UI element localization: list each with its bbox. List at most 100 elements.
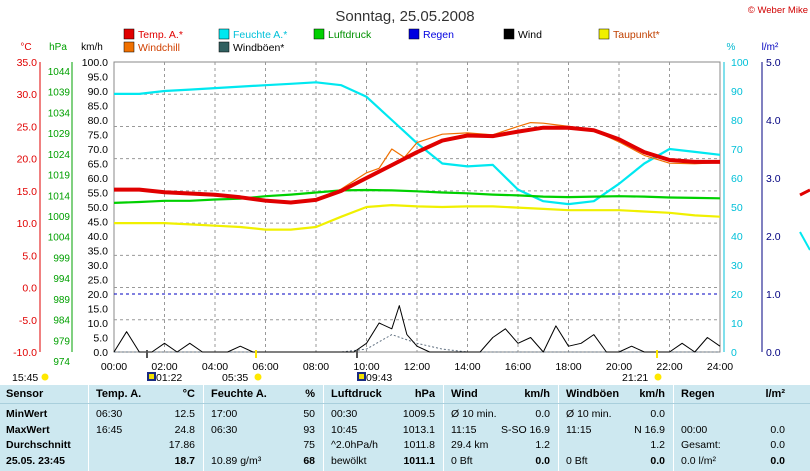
humidity-tick-label: 100: [731, 57, 749, 69]
wind-tick-label: 5.0: [93, 333, 108, 345]
stats-cell-label: 29.4 km: [451, 439, 489, 451]
wind-tick-label: 80.0: [88, 115, 109, 127]
chart-title: Sonntag, 25.05.2008: [335, 8, 474, 25]
time-tick-label: 24:00: [707, 361, 733, 373]
stats-cell-label: 11:15: [566, 424, 592, 436]
series-line-taupunkt: [114, 204, 721, 231]
legend-swatch: [218, 28, 230, 40]
legend-label: Regen: [423, 29, 454, 41]
time-tick-label: 02:00: [151, 361, 177, 373]
stats-cell-label: 00:00: [681, 424, 708, 436]
legend-label: Wind: [518, 29, 542, 41]
series-line-wind: [113, 305, 721, 353]
stats-cell-label: Ø 10 min.: [451, 408, 497, 420]
stats-cell-label: Ø 10 min.: [566, 408, 612, 420]
time-tick-label: 22:00: [656, 361, 682, 373]
stats-header: Feuchte A.: [211, 388, 267, 400]
axis-ticks: 35.0 30.0 25.0 20.0 15.0 10.0 5.0 0.0 -5.0 -10.0 1…: [13, 57, 781, 373]
column-separator: [323, 385, 324, 471]
series-line-luftdruck: [113, 188, 721, 204]
wind-tick-label: 75.0: [88, 130, 109, 142]
rain-tick-label: 4.0: [766, 115, 781, 127]
humidity-tick-label: 0: [731, 347, 737, 359]
stats-cell-label: 06:30: [211, 424, 238, 436]
stats-unit: km/h: [639, 388, 665, 400]
pressure-tick-label: 999: [53, 253, 70, 264]
stats-cell-value: S-SO 16.9: [500, 424, 550, 436]
legend-swatch: [123, 41, 135, 53]
wind-tick-label: 50.0: [88, 202, 109, 214]
rain-tick-label: 2.0: [766, 231, 781, 243]
pressure-tick-label: 1009: [48, 212, 71, 223]
time-tick-label: 18:00: [555, 361, 581, 373]
stats-cell-label: ^2.0hPa/h: [331, 439, 378, 451]
temp-tick-label: 30.0: [17, 89, 38, 101]
stats-cell-label: 17:00: [211, 408, 238, 420]
pressure-tick-label: 989: [53, 295, 70, 306]
moon-icon-glyph: [149, 374, 154, 379]
stats-cell-value: 0.0: [650, 455, 665, 467]
stats-header: Sensor: [6, 388, 44, 400]
legend-swatch: [123, 28, 135, 40]
time-tick-label: 12:00: [404, 361, 430, 373]
pressure-tick-label: 1034: [48, 108, 71, 119]
rain-tick-label: 3.0: [766, 173, 781, 185]
stats-cell-label: 10.89 g/m³: [211, 455, 262, 467]
humidity-axis-unit: %: [727, 42, 736, 53]
humidity-edge-stub: [799, 231, 810, 251]
stats-cell-label: 06:30: [96, 408, 123, 420]
axis-units: °C hPa km/h % l/m²: [20, 42, 779, 53]
pressure-tick-label: 994: [53, 274, 70, 285]
time-tick-label: 08:00: [303, 361, 329, 373]
header-divider: [0, 403, 810, 404]
stats-cell-label: 16:45: [96, 424, 123, 436]
legend-label: Windböen*: [233, 42, 284, 54]
wind-tick-label: 15.0: [88, 304, 109, 316]
pressure-tick-label: 1039: [48, 88, 71, 99]
wind-tick-label: 70.0: [88, 144, 109, 156]
humidity-tick-label: 90: [731, 86, 743, 98]
stats-cell-value: 0.0: [535, 455, 550, 467]
stats-cell-value: 1009.5: [402, 408, 435, 420]
temp-tick-label: 20.0: [17, 154, 38, 166]
stats-header: Temp. A.: [96, 388, 142, 400]
legend-swatch: [503, 28, 515, 40]
stats-header: Windböen: [566, 388, 620, 400]
stats-cell-label: Gesamt:: [681, 439, 721, 451]
temp-tick-label: 5.0: [22, 250, 37, 262]
humidity-tick-label: 70: [731, 144, 743, 156]
series-line-feuchtea: [114, 81, 721, 206]
sun-icon: [654, 373, 662, 381]
time-tick-label: 16:00: [505, 361, 531, 373]
stats-cell-value: 1.2: [650, 439, 665, 451]
stats-row-label: 25.05. 23:45: [6, 455, 65, 467]
stats-cell-value: 1013.1: [402, 424, 435, 436]
pressure-tick-label: 1014: [48, 191, 71, 202]
sun-time-label: 15:45: [12, 372, 38, 384]
chart-series: [113, 81, 810, 353]
legend-label: Temp. A.*: [138, 29, 183, 41]
rain-axis-unit: l/m²: [762, 42, 779, 53]
pressure-tick-label: 979: [53, 336, 70, 347]
stats-cell-value: N 16.9: [634, 424, 665, 436]
legend-swatch: [598, 28, 610, 40]
column-separator: [673, 385, 674, 471]
stats-row-label: MaxWert: [6, 424, 50, 436]
moon-time-label: 01:22: [156, 372, 182, 384]
time-tick-label: 06:00: [252, 361, 278, 373]
stats-cell-value: 0.0: [770, 455, 785, 467]
pressure-tick-label: 1004: [48, 233, 71, 244]
legend-label: Windchill: [138, 42, 180, 54]
moon-time-label: 09:43: [366, 372, 392, 384]
stats-cell-label: 0 Bft: [451, 455, 473, 467]
wind-axis-unit: km/h: [81, 42, 103, 53]
legend-swatch: [218, 41, 230, 53]
legend-swatch: [408, 28, 420, 40]
humidity-tick-label: 80: [731, 115, 743, 127]
rain-tick-label: 5.0: [766, 57, 781, 69]
column-separator: [443, 385, 444, 471]
stats-row-label: Durchschnitt: [6, 439, 71, 451]
stats-cell-value: 1011.1: [403, 455, 435, 467]
column-separator: [558, 385, 559, 471]
stats-cell-value: 0.0: [650, 408, 665, 420]
